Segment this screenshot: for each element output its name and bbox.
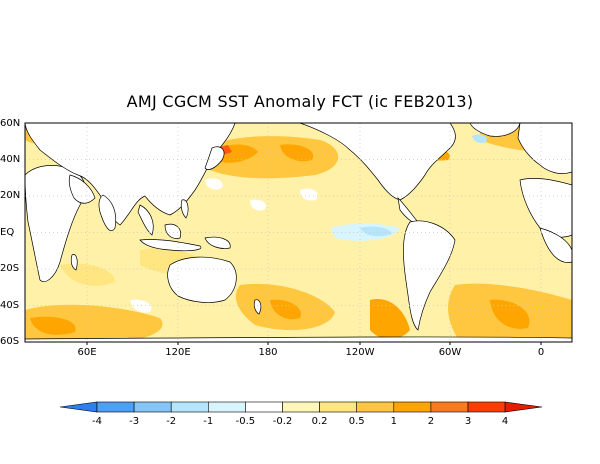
land-greenland bbox=[469, 123, 521, 137]
map-title: AMJ CGCM SST Anomaly FCT (ic FEB2013) bbox=[126, 92, 474, 111]
anomaly-patch bbox=[205, 178, 223, 190]
lon-label-120e: 120E bbox=[165, 347, 191, 358]
land-europe bbox=[517, 123, 572, 174]
map-ticks bbox=[86, 342, 542, 345]
anomaly-patch bbox=[490, 299, 530, 329]
colorbar-label: 1 bbox=[390, 416, 397, 427]
anomaly-patch bbox=[130, 299, 152, 313]
colorbar-bin bbox=[356, 401, 395, 413]
land-japan bbox=[204, 146, 225, 170]
land-india bbox=[98, 194, 117, 232]
colorbar-label: 0.2 bbox=[311, 416, 328, 427]
land-south-africa bbox=[539, 227, 572, 263]
colorbar-bin bbox=[282, 401, 320, 413]
anomaly-patch bbox=[250, 199, 267, 211]
map-frame bbox=[24, 122, 573, 343]
colorbar-bin bbox=[319, 401, 358, 413]
lat-label-60n: 60N bbox=[0, 118, 21, 129]
colorbar-label: -4 bbox=[92, 416, 102, 427]
colorbar-label: -1 bbox=[203, 416, 214, 427]
colorbar-label: 4 bbox=[501, 416, 509, 427]
colorbar-bin bbox=[59, 401, 98, 413]
land-arabia bbox=[68, 174, 96, 204]
colorbar-bin bbox=[245, 401, 283, 413]
lon-label-120w: 120W bbox=[345, 347, 375, 358]
anomaly-patches-cool bbox=[130, 134, 487, 313]
anomaly-patch bbox=[360, 226, 392, 237]
anomaly-patch bbox=[370, 299, 410, 339]
lon-label-180: 180 bbox=[258, 347, 278, 358]
colorbar-label: 0.5 bbox=[348, 416, 365, 427]
anomaly-patch bbox=[270, 299, 301, 320]
colorbar bbox=[59, 401, 543, 413]
land-borneo bbox=[164, 223, 181, 239]
colorbar-bin bbox=[430, 401, 469, 413]
colorbar-label: -3 bbox=[129, 416, 140, 427]
land-indonesia bbox=[139, 239, 202, 252]
lat-label-40s: 40S bbox=[0, 300, 20, 311]
colorbar-bin bbox=[208, 401, 246, 413]
colorbar-label: -0.5 bbox=[235, 416, 256, 427]
lat-label-40n: 40N bbox=[0, 154, 21, 165]
land-madagascar bbox=[70, 254, 78, 271]
colorbar-bin bbox=[170, 401, 209, 413]
land-se-asia bbox=[137, 204, 154, 236]
lat-label-20s: 20S bbox=[0, 263, 20, 274]
colorbar-label: 2 bbox=[427, 416, 435, 427]
land-antarctica bbox=[25, 336, 572, 342]
anomaly-patch bbox=[472, 134, 487, 144]
lat-label-20n: 20N bbox=[0, 190, 21, 201]
land-new-guinea bbox=[204, 236, 231, 249]
colorbar-bin bbox=[393, 401, 432, 413]
lon-label-0: 0 bbox=[537, 347, 545, 358]
land-australia bbox=[167, 256, 237, 303]
colorbar-bin bbox=[96, 401, 135, 413]
land-south-america bbox=[403, 220, 456, 331]
anomaly-patch bbox=[280, 144, 314, 162]
anomaly-patch bbox=[300, 188, 318, 201]
lon-label-60w: 60W bbox=[438, 347, 462, 358]
lat-label-eq: EQ bbox=[0, 227, 15, 238]
colorbar-label: -0.2 bbox=[272, 416, 293, 427]
colorbar-label: 3 bbox=[464, 416, 472, 427]
colorbar-bin bbox=[133, 401, 172, 413]
anomaly-patch bbox=[30, 316, 76, 335]
lon-label-60e: 60E bbox=[77, 347, 97, 358]
lat-label-60s: 60S bbox=[0, 336, 20, 347]
gridlines bbox=[25, 123, 572, 342]
colorbar-label: -2 bbox=[166, 416, 177, 427]
land-new-zealand bbox=[253, 299, 262, 315]
land-masses bbox=[25, 123, 572, 342]
land-philippines bbox=[180, 199, 189, 219]
colorbar-bin bbox=[467, 401, 506, 413]
colorbar-bin bbox=[504, 401, 543, 413]
